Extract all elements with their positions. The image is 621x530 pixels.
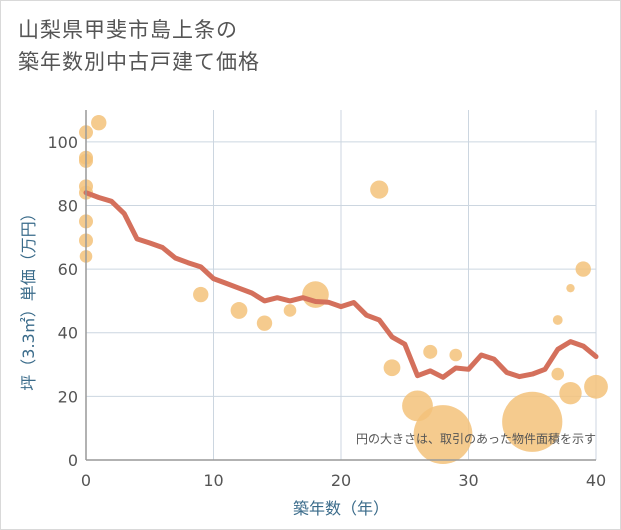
y-tick-label: 60 — [58, 260, 78, 279]
x-tick-label: 20 — [331, 471, 351, 490]
bubble-point — [283, 304, 297, 317]
grid-lines — [86, 110, 597, 460]
x-axis-label: 築年数（年） — [293, 499, 389, 518]
y-tick-label: 80 — [58, 196, 78, 215]
y-tick-label: 40 — [58, 324, 78, 343]
bubble-point — [502, 391, 563, 452]
x-tick-label: 40 — [586, 471, 606, 490]
bubble-point — [230, 302, 248, 319]
chart-title-line-1: 山梨県甲斐市島上条の — [18, 18, 238, 42]
bubble-point — [370, 180, 389, 199]
x-tick-label: 10 — [203, 471, 223, 490]
bubble-point — [256, 315, 273, 331]
bubble-point — [423, 344, 438, 359]
bubble-point — [584, 374, 608, 399]
bubble-series — [79, 115, 608, 464]
bubble-point — [193, 286, 209, 303]
y-axis-label: 坪（3.3㎡）単価（万円） — [19, 205, 38, 390]
chart-title: 山梨県甲斐市島上条の 築年数別中古戸建て価格 — [18, 14, 260, 78]
bubble-point — [551, 367, 565, 381]
x-tick-label: 0 — [81, 471, 91, 490]
y-tick-label: 20 — [58, 387, 78, 406]
bubble-point — [566, 283, 575, 293]
x-tick-label: 30 — [458, 471, 478, 490]
bubble-point — [552, 315, 563, 325]
tick-labels: 0 10 20 30 40 0 20 40 60 80 100 — [47, 133, 606, 490]
bubble-point — [383, 359, 401, 377]
trend-line — [83, 190, 599, 380]
bubble-point — [449, 348, 463, 362]
y-tick-label: 0 — [68, 451, 78, 470]
bubble-point — [91, 115, 107, 131]
bubble-point — [575, 261, 591, 277]
bubble-point — [559, 381, 582, 405]
bubble-point — [413, 405, 473, 464]
y-tick-label: 100 — [47, 133, 78, 152]
axes — [85, 110, 596, 461]
chart-title-line-2: 築年数別中古戸建て価格 — [18, 50, 260, 74]
bubble-size-note: 円の大きさは、取引のあった物件面積を示す — [356, 431, 596, 446]
